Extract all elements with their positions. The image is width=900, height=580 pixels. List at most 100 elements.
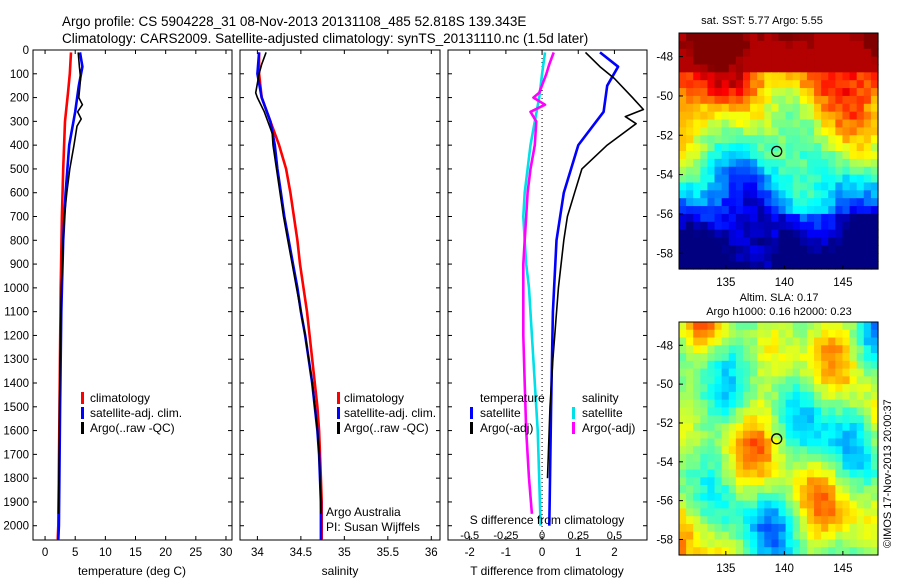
heatmap-cell: [742, 322, 751, 331]
heatmap-cell: [828, 399, 836, 409]
heatmap-cell: [778, 206, 787, 215]
sst-map-title: sat. SST: 5.77 Argo: 5.55: [701, 15, 823, 27]
heatmap-cell: [721, 103, 730, 113]
heatmap-cell: [821, 245, 829, 254]
heatmap-cell: [814, 446, 822, 455]
heatmap-cell: [778, 221, 787, 231]
heatmap-cell: [707, 88, 716, 97]
legend-swatch-s-satellite: [572, 407, 575, 419]
heatmap-cell: [835, 523, 844, 533]
heatmap-cell: [835, 158, 844, 168]
heatmap-cell: [714, 422, 723, 432]
heatmap-cell: [856, 245, 865, 254]
heatmap-cell: [821, 477, 829, 486]
heatmap-cell: [778, 198, 787, 207]
heatmap-cell: [735, 143, 744, 152]
heatmap-cell: [721, 430, 730, 440]
heatmap-cell: [849, 430, 858, 440]
heatmap-cell: [679, 40, 687, 50]
heatmap-cell: [700, 360, 709, 370]
heatmap-cell: [728, 329, 737, 339]
heatmap-cell: [714, 245, 723, 254]
heatmap-cell: [700, 111, 709, 121]
heatmap-cell: [821, 64, 829, 73]
heatmap-cell: [828, 95, 836, 105]
heatmap-cell: [806, 523, 815, 533]
heatmap-cell: [870, 322, 879, 331]
heatmap-cell: [835, 40, 844, 50]
heatmap-cell: [714, 446, 723, 455]
heatmap-cell: [835, 206, 844, 215]
heatmap-cell: [728, 422, 737, 432]
heatmap-cell: [700, 245, 709, 254]
heatmap-cell: [792, 206, 801, 215]
heatmap-cell: [799, 198, 808, 207]
heatmap-cell: [721, 245, 730, 254]
heatmap-cell: [842, 103, 851, 113]
heatmap-cell: [679, 547, 687, 556]
legend-swatch-argo: [81, 422, 84, 434]
heatmap-cell: [842, 56, 851, 66]
heatmap-cell: [707, 337, 716, 346]
heatmap-cell: [814, 111, 822, 121]
heatmap-cell: [799, 547, 808, 556]
heatmap-cell: [771, 399, 780, 409]
heatmap-cell: [828, 384, 836, 393]
heatmap-cell: [835, 477, 844, 486]
heatmap-cell: [686, 56, 694, 66]
heatmap-cell: [814, 485, 822, 494]
heatmap-cell: [778, 111, 787, 121]
heatmap-cell: [792, 485, 801, 494]
heatmap-cell: [693, 547, 701, 556]
heatmap-cell: [771, 360, 780, 370]
heatmap-cell: [686, 329, 694, 339]
heatmap-cell: [771, 253, 780, 262]
heatmap-cell: [686, 461, 694, 471]
heatmap-cell: [721, 337, 730, 346]
heatmap-cell: [700, 516, 709, 525]
heatmap-cell: [799, 415, 808, 424]
sla-map: Altim. SLA: 0.17 Argo h1000: 0.16 h2000:…: [656, 292, 879, 575]
heatmap-cell: [799, 48, 808, 58]
heatmap-cell: [728, 213, 737, 223]
difference-chart: -2 -1 0 1 2 -0.5 -0.25 0 0.25 0.5 T difference f…: [447, 49, 648, 578]
heatmap-cell: [856, 213, 865, 223]
heatmap-cell: [870, 56, 879, 66]
heatmap-cell: [785, 166, 794, 176]
heatmap-cell: [700, 151, 709, 160]
heatmap-cell: [828, 485, 836, 494]
heatmap-cell: [856, 485, 865, 494]
heatmap-cell: [806, 384, 815, 393]
heatmap-cell: [693, 360, 701, 370]
heatmap-cell: [856, 329, 865, 339]
heatmap-cell: [707, 206, 716, 215]
heatmap-cell: [757, 353, 765, 362]
heatmap-cell: [728, 72, 737, 81]
heatmap-cell: [792, 329, 801, 339]
heatmap-cell: [679, 174, 687, 184]
heatmap-cell: [799, 221, 808, 231]
heatmap-cell: [785, 48, 794, 58]
heatmap-cell: [835, 56, 844, 66]
heatmap-cell: [835, 469, 844, 478]
heatmap-cell: [764, 151, 772, 160]
heatmap-cell: [693, 446, 701, 455]
heatmap-cell: [750, 345, 758, 354]
x-tick-label: 20: [159, 547, 172, 559]
heatmap-cell: [849, 135, 858, 144]
heatmap-cell: [771, 151, 780, 160]
heatmap-cell: [750, 237, 758, 246]
heatmap-cell: [735, 206, 744, 215]
heatmap-cell: [835, 48, 844, 58]
heatmap-cell: [814, 477, 822, 486]
heatmap-cell: [693, 80, 701, 89]
heatmap-cell: [679, 237, 687, 246]
heatmap-cell: [750, 221, 758, 231]
heatmap-cell: [679, 56, 687, 66]
heatmap-cell: [835, 461, 844, 471]
heatmap-cell: [750, 213, 758, 223]
heatmap-cell: [728, 166, 737, 176]
heatmap-cell: [806, 415, 815, 424]
heatmap-cell: [686, 253, 694, 262]
heatmap-cell: [742, 337, 751, 346]
